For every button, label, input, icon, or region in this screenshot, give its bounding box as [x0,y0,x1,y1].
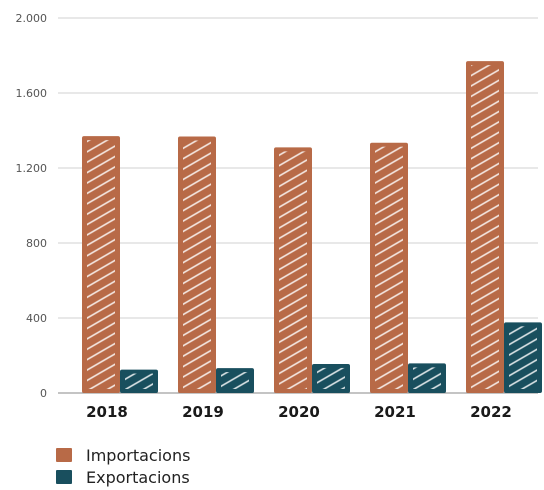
x-tick-label-2018: 2018 [86,403,128,421]
y-axis-ticks: 0 400 800 1.200 1.600 2.000 [16,12,48,400]
x-tick-label-2020: 2020 [278,403,320,421]
bar-hatch-importacions-2020 [279,151,307,389]
y-tick-label: 2.000 [16,12,48,25]
legend-label-imports: Importacions [86,445,191,465]
legend-item-imports: Importacions [56,444,190,466]
bar-hatch-importacions-2019 [183,140,211,389]
x-tick-label-2022: 2022 [470,403,512,421]
bar-hatch-importacions-2021 [375,146,403,389]
bar-hatch-exportacions-2019 [221,372,249,389]
bar-hatch-exportacions-2021 [413,367,441,389]
y-tick-label: 0 [40,387,47,400]
bar-hatch-exportacions-2018 [125,373,153,389]
x-tick-label-2021: 2021 [374,403,416,421]
legend-label-exports: Exportacions [86,467,190,487]
x-axis-categories: 2018 2019 2020 2021 2022 [86,403,512,421]
legend-swatch-imports [56,448,72,462]
y-tick-label: 1.200 [16,162,48,175]
y-tick-label: 400 [26,312,47,325]
y-tick-label: 800 [26,237,47,250]
y-tick-label: 1.600 [16,87,48,100]
legend-item-exports: Exportacions [56,466,190,488]
bar-hatch-importacions-2022 [471,65,499,389]
legend: Importacions Exportacions [56,444,190,488]
x-tick-label-2019: 2019 [182,403,224,421]
legend-swatch-exports [56,470,72,484]
bar-hatch-exportacions-2020 [317,367,345,389]
bar-hatch-importacions-2018 [87,140,115,389]
bar-hatch-exportacions-2022 [509,326,537,389]
bars [82,61,542,393]
